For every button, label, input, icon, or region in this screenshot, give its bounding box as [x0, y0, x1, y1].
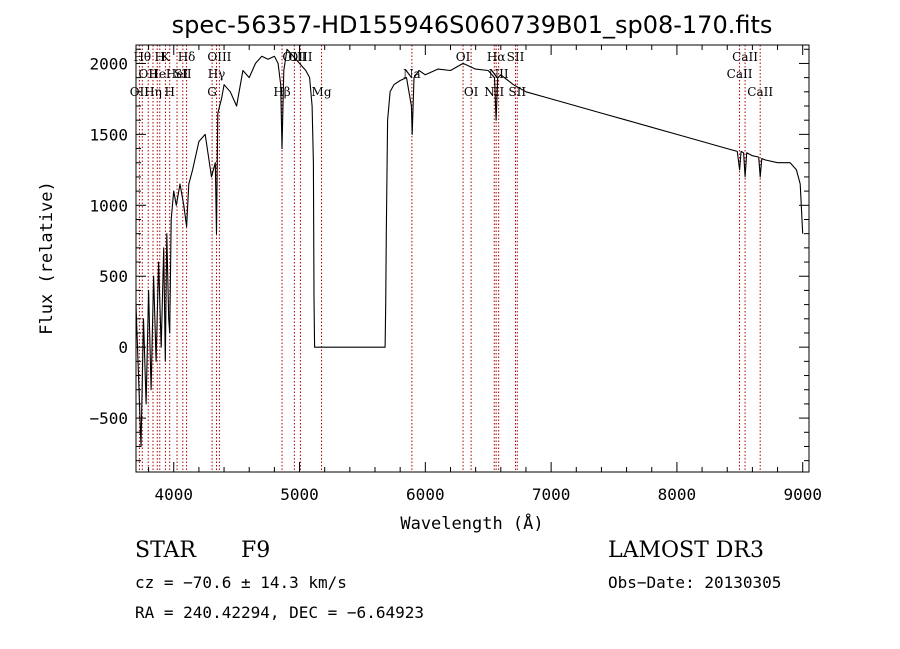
line-marker-label: Mg — [312, 85, 332, 99]
line-marker-label: Hα — [487, 50, 506, 64]
x-tick-label: 7000 — [532, 485, 571, 504]
line-marker-label: G — [207, 85, 217, 99]
line-marker-label: Hβ — [273, 85, 290, 99]
sky-coordinates: RA = 240.42294, DEC = −6.64923 — [135, 603, 424, 622]
line-marker-layer — [138, 45, 761, 472]
survey-name: LAMOST DR3 — [608, 538, 764, 563]
line-marker-label: OIII — [288, 50, 312, 64]
line-marker-label: OI — [464, 85, 479, 99]
line-marker-label: OI — [456, 50, 471, 64]
line-marker-label: CaII — [727, 67, 753, 81]
chart-title: spec-56357-HD155946S060739B01_sp08-170.f… — [172, 11, 773, 39]
observation-date: Obs−Date: 20130305 — [608, 573, 782, 592]
x-tick-label: 8000 — [658, 485, 697, 504]
spectrum-series-layer — [135, 48, 804, 448]
x-tick-label: 5000 — [280, 485, 319, 504]
spectrum-line — [135, 48, 804, 448]
line-marker-label: Hη — [144, 85, 162, 99]
line-marker-label: Hθ — [133, 50, 151, 64]
line-marker-label: SII — [174, 67, 192, 81]
x-tick-label: 9000 — [783, 485, 822, 504]
y-tick-label: 0 — [118, 338, 128, 357]
y-tick-label: 2000 — [89, 54, 128, 73]
x-tick-label: 6000 — [406, 485, 445, 504]
line-marker-label: He — [148, 67, 166, 81]
x-tick-label: 4000 — [154, 485, 193, 504]
y-axis-label: Flux (relative) — [37, 181, 57, 335]
line-marker-label: K — [161, 50, 171, 64]
line-marker-label: CaII — [732, 50, 758, 64]
line-marker-label: H — [164, 85, 174, 99]
line-marker-label: OIII — [207, 50, 231, 64]
line-marker-label: OII — [139, 67, 159, 81]
line-label-layer: OIIHθOIIHηHeHKHHeISIIHδGHγOIIIHβOIIIOIII… — [130, 50, 774, 99]
y-tick-label: 1500 — [89, 125, 128, 144]
line-marker-label: Hγ — [208, 67, 226, 81]
line-marker-label: HeI — [166, 67, 189, 81]
line-marker-label: H — [155, 50, 165, 64]
object-subclass: F9 — [241, 538, 271, 563]
line-marker-label: CaII — [747, 85, 773, 99]
line-marker-label: NII — [484, 85, 504, 99]
x-axis-label: Wavelength (Å) — [400, 512, 543, 534]
axis-ticks: 4000 5000 6000 7000 8000 9000 −500 0 500 1000 1500… — [89, 45, 822, 504]
y-tick-label: 1000 — [89, 196, 128, 215]
redshift-cz: cz = −70.6 ± 14.3 km/s — [135, 573, 347, 592]
line-marker-label: Hδ — [178, 50, 196, 64]
plot-frame — [135, 44, 810, 473]
y-tick-label: −500 — [89, 409, 128, 428]
line-marker-label: SII — [507, 50, 525, 64]
line-marker-label: SII — [508, 85, 526, 99]
y-tick-label: 500 — [99, 267, 128, 286]
line-marker-label: Na — [403, 67, 421, 81]
object-class: STAR — [135, 538, 196, 563]
